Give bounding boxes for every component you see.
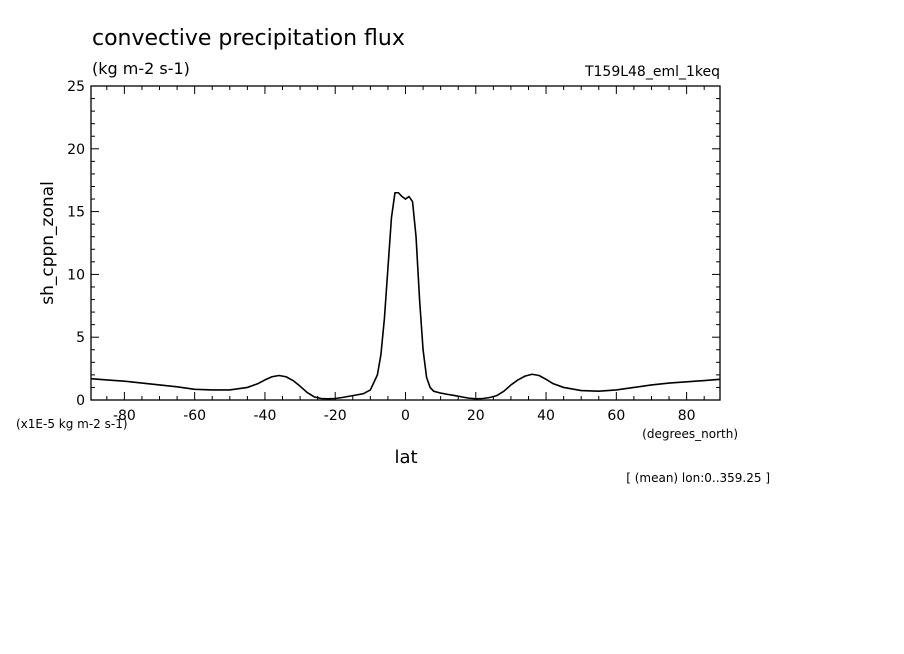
y-axis-ticks	[91, 98, 720, 388]
x-tick-label: -20	[324, 408, 347, 424]
x-axis-ticks	[106, 86, 705, 400]
y-tick-labels: 0 5 10 15 20 25	[67, 79, 85, 409]
y-tick-label: 5	[76, 330, 85, 346]
y-tick-label: 25	[67, 79, 85, 95]
series-line	[90, 191, 721, 400]
x-tick-label: 20	[467, 408, 485, 424]
plot-frame	[90, 85, 721, 401]
x-tick-labels: -80 -60 -40 -20 0 20 40 60 80	[113, 408, 696, 424]
x-tick-label: -80	[113, 408, 136, 424]
x-tick-label: -40	[254, 408, 277, 424]
x-tick-label: -60	[183, 408, 206, 424]
y-tick-label: 10	[67, 267, 85, 283]
x-axis-label: lat	[394, 447, 417, 468]
y-axis-label: sh_cppn_zonal	[38, 181, 58, 305]
y-tick-label: 15	[67, 205, 85, 221]
x-tick-label: 40	[537, 408, 555, 424]
chart-units: (kg m-2 s-1)	[92, 59, 190, 78]
y-tick-label: 20	[67, 142, 85, 158]
chart-title: convective precipitation flux	[92, 26, 405, 51]
x-tick-label: 0	[401, 408, 410, 424]
x-tick-label: 80	[678, 408, 696, 424]
footnote: [ (mean) lon:0..359.25 ]	[626, 471, 770, 485]
x-axis-units: (degrees_north)	[642, 427, 738, 441]
y-tick-label: 0	[76, 393, 85, 409]
x-tick-label: 60	[607, 408, 625, 424]
y-scale-note: (x1E-5 kg m-2 s-1)	[16, 417, 128, 431]
run-id: T159L48_eml_1keq	[584, 64, 720, 80]
